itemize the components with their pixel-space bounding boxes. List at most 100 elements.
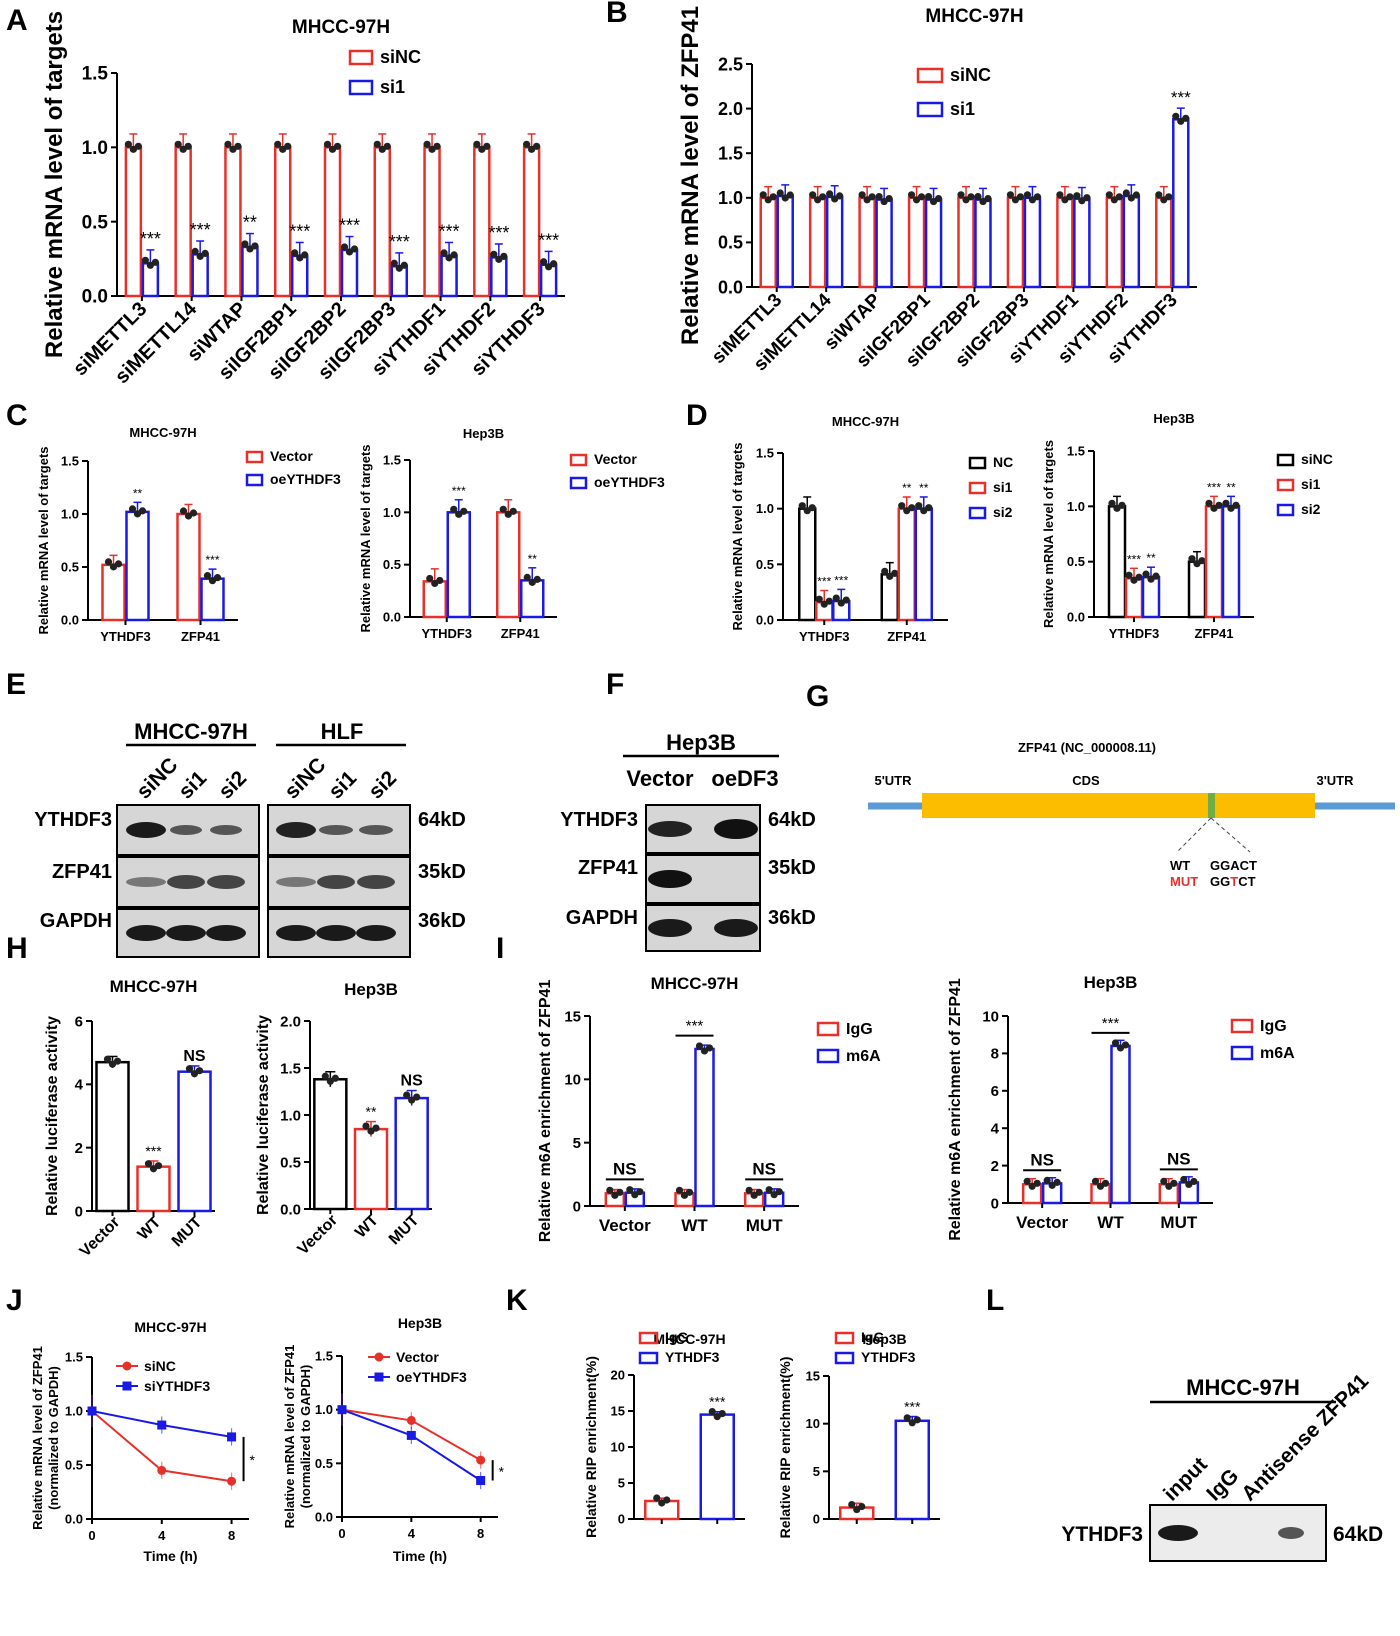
significance-mark: *** (145, 1143, 162, 1159)
data-point (1190, 1177, 1198, 1186)
bar (290, 254, 309, 298)
y-tick-label: 15 (806, 1369, 820, 1384)
blot-f-size: 64kD (768, 809, 816, 831)
data-point (1023, 191, 1032, 199)
legend-label: si2 (1301, 501, 1321, 517)
y-tick-label: 0.5 (65, 1458, 83, 1473)
bar (473, 146, 491, 298)
band (356, 925, 396, 941)
significance-mark: *** (1171, 88, 1191, 107)
panel-letter: L (986, 1284, 1004, 1317)
data-point (234, 142, 242, 150)
y-tick-label: 2 (991, 1158, 999, 1175)
cds-box (922, 793, 1315, 818)
mut-label: MUT (1170, 874, 1198, 889)
data-point (321, 1072, 329, 1080)
x-tick-label: YTHDF3 (799, 629, 850, 644)
x-tick-label: Vector (1016, 1213, 1068, 1232)
chart-D2: 0.0 0.5 1.0 1.5 Hep3B Relative mRNA level of … (1041, 411, 1333, 641)
x-tick-label: WT (1097, 1213, 1124, 1232)
data-point (1170, 1179, 1178, 1187)
bar (1023, 196, 1042, 289)
data-point (875, 192, 883, 201)
data-point (174, 140, 182, 148)
y-tick-label: 1.5 (61, 454, 79, 469)
data-point (224, 140, 232, 148)
bar (1124, 577, 1144, 619)
data-point (426, 574, 434, 583)
significance-mark: *** (488, 223, 509, 243)
chart-title: MHCC-97H (653, 1331, 725, 1347)
panel-letter: H (6, 932, 28, 965)
significance-mark: ** (243, 213, 257, 233)
bar (1110, 1044, 1131, 1205)
y-tick-label: 1.0 (65, 1404, 83, 1419)
data-point (898, 502, 906, 510)
legend-swatch (638, 1331, 659, 1345)
significance-mark: *** (439, 221, 460, 241)
data-point (759, 191, 767, 199)
data-point (984, 194, 992, 203)
legend-label: NC (993, 454, 1013, 470)
data-point (1083, 194, 1091, 202)
chart-title: Hep3B (1084, 973, 1138, 992)
y-axis-label: Relative RIP enrichment(%) (583, 1356, 599, 1538)
data-point (708, 1408, 716, 1416)
chart-A: 0.0 0.5 1.0 1.5 MHCC-97H Relative mRNA level … (41, 11, 565, 388)
band (276, 877, 316, 887)
y-tick-label: 10 (564, 1072, 581, 1089)
bar (125, 510, 150, 622)
bar (907, 196, 926, 289)
chart-K2: 0 5 10 15 Hep3B Relative RIP enrichment(%) ***… (777, 1329, 940, 1538)
band (207, 875, 245, 889)
chart-D1: 0.0 0.5 1.0 1.5 MHCC-97H Relative mRNA level … (730, 414, 1013, 644)
data-point (87, 1406, 97, 1416)
bar (1122, 194, 1141, 289)
y-tick-label: 0.5 (61, 560, 79, 575)
data-point (1091, 1177, 1100, 1185)
x-tick-label: YTHDF3 (100, 629, 151, 644)
y-axis-label: (normalized to GAPDH) (298, 1365, 313, 1509)
bar (241, 245, 259, 298)
significance-mark: ** (528, 552, 538, 566)
bar (124, 146, 143, 298)
data-point (836, 192, 844, 200)
data-point (1115, 193, 1123, 201)
y-tick-label: 0.5 (756, 557, 774, 572)
bar (313, 1078, 348, 1211)
band (319, 825, 353, 835)
data-point (925, 504, 933, 512)
band (714, 819, 758, 839)
data-point (274, 140, 282, 148)
significance-mark: NS (613, 1159, 637, 1178)
bar (191, 253, 209, 298)
data-point (826, 190, 834, 198)
bar (101, 563, 126, 622)
data-point (413, 1093, 421, 1101)
data-point (1125, 571, 1133, 579)
y-axis-label: Relative mRNA level of targets (36, 446, 51, 634)
blot-e-lane: si2 (364, 767, 401, 804)
chart-title: MHCC-97H (292, 17, 390, 38)
data-point (885, 194, 893, 203)
blot-f-size: 35kD (768, 857, 816, 879)
band (276, 925, 316, 941)
y-tick-label: 10 (806, 1416, 820, 1431)
bar (353, 1127, 389, 1211)
chart-title: Hep3B (1153, 411, 1194, 426)
data-point (967, 193, 975, 201)
legend-label: oeYTHDF3 (270, 471, 341, 487)
chart-title: Hep3B (398, 1315, 442, 1331)
legend-marker (122, 1361, 132, 1371)
legend-marker (122, 1381, 132, 1391)
significance-mark: NS (183, 1048, 206, 1065)
legend-swatch (348, 49, 374, 66)
bar (957, 196, 975, 289)
legend-swatch (834, 1351, 855, 1365)
y-tick-label: 0.0 (82, 287, 108, 308)
legend-marker (374, 1372, 384, 1382)
panel-letter: I (496, 932, 504, 965)
bar (323, 146, 342, 298)
data-point (769, 193, 777, 201)
blot-e-row-zfp41-a (116, 856, 260, 908)
